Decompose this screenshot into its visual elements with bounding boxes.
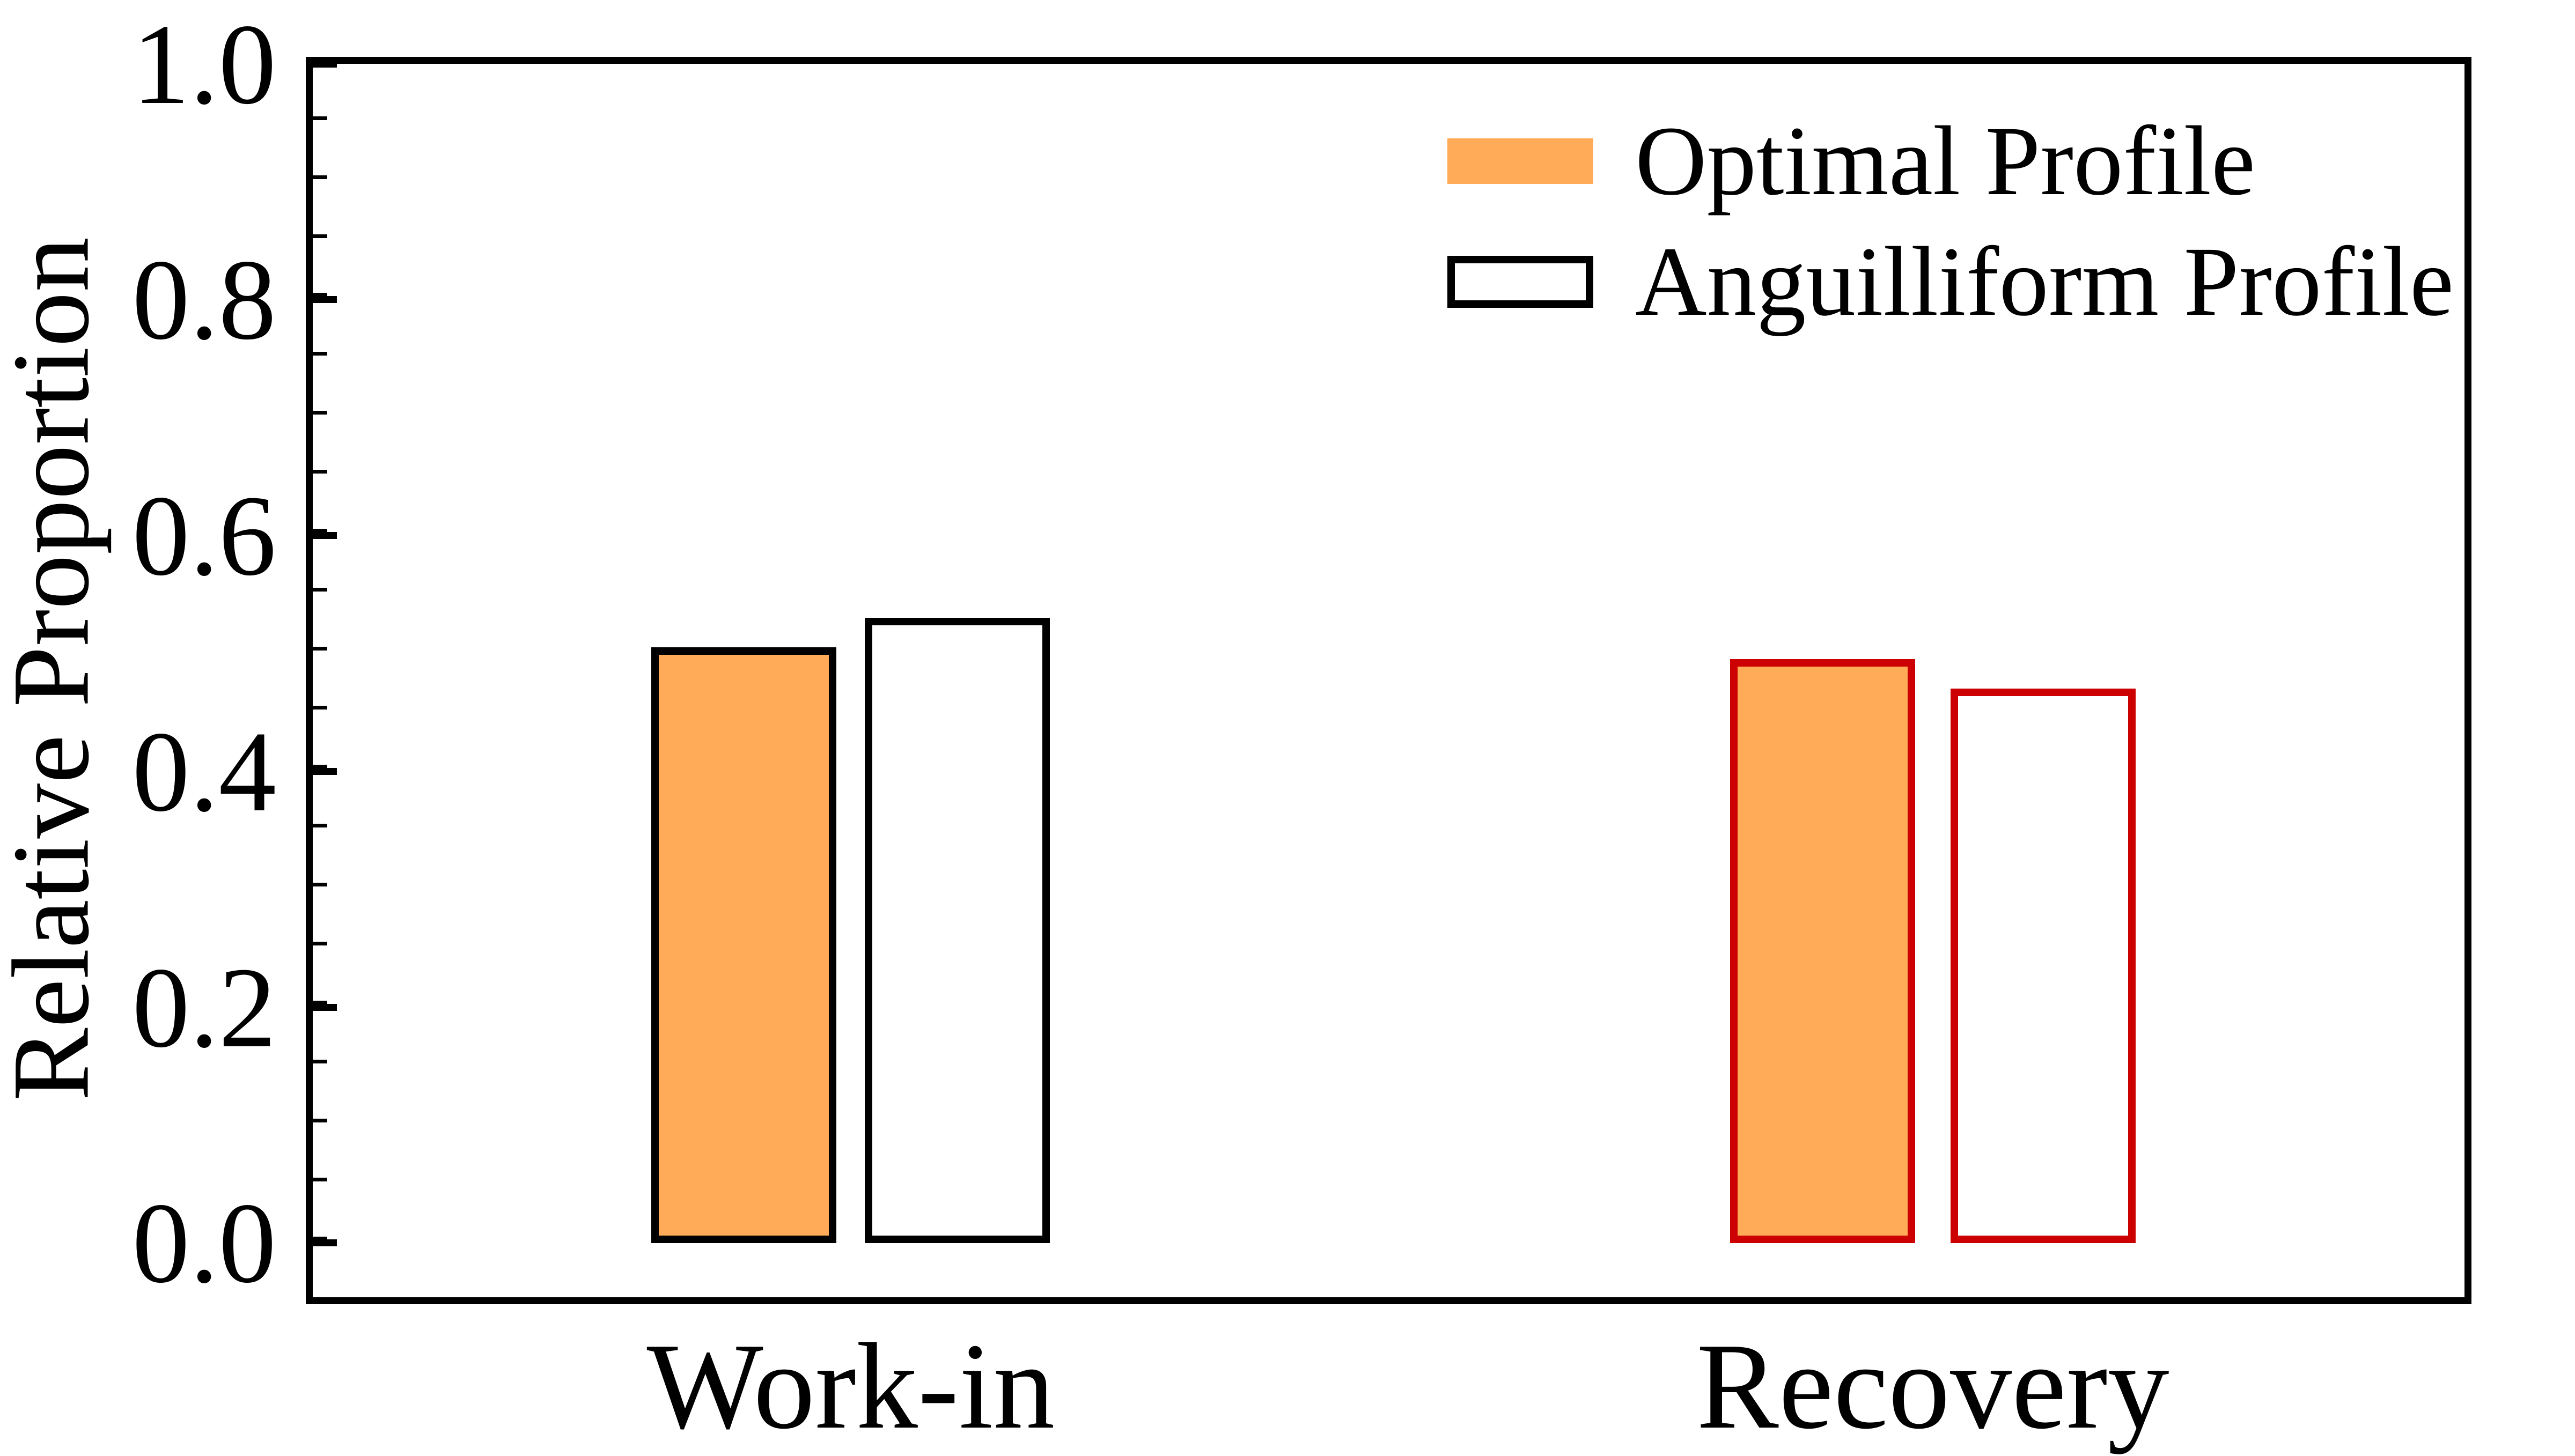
x-category-label-recovery: Recovery <box>1696 1318 2169 1454</box>
y-tick-label: 0.8 <box>132 235 276 364</box>
y-minor-tick <box>313 175 327 179</box>
y-axis-label: Relative Proportion <box>0 236 112 1102</box>
bar-work-in-optimal-profile <box>651 647 837 1243</box>
y-tick-label: 0.2 <box>132 943 276 1071</box>
y-minor-tick <box>313 588 327 592</box>
legend-label: Optimal Profile <box>1635 106 2256 216</box>
y-minor-tick <box>313 470 327 474</box>
y-tick-label: 0.4 <box>132 707 276 836</box>
y-major-tick <box>313 60 337 68</box>
legend-swatch-anguilliform-profile <box>1447 255 1593 308</box>
bar-work-in-anguilliform-profile <box>865 618 1050 1243</box>
x-category-label-work-in: Work-in <box>646 1318 1055 1454</box>
y-minor-tick <box>313 882 327 886</box>
y-minor-tick <box>313 941 327 945</box>
y-minor-tick <box>313 1000 327 1004</box>
y-tick-label: 0.0 <box>132 1179 276 1307</box>
y-tick-label: 0.6 <box>132 471 276 600</box>
legend-label: Anguilliform Profile <box>1635 226 2454 337</box>
y-minor-tick <box>313 1236 327 1240</box>
y-major-tick <box>313 532 337 539</box>
y-minor-tick <box>313 1118 327 1122</box>
y-tick-label: 1.0 <box>132 0 276 128</box>
y-minor-tick <box>313 352 327 356</box>
y-minor-tick <box>313 1177 327 1181</box>
y-minor-tick <box>313 765 327 769</box>
y-major-tick <box>313 296 337 304</box>
y-minor-tick <box>313 647 327 651</box>
y-minor-tick <box>313 823 327 827</box>
bar-recovery-optimal-profile <box>1730 659 1916 1243</box>
y-minor-tick <box>313 411 327 415</box>
y-minor-tick <box>313 293 327 297</box>
legend-entry-optimal-profile: Optimal Profile <box>1447 106 2256 216</box>
legend-swatch-optimal-profile <box>1447 138 1593 184</box>
y-minor-tick <box>313 234 327 238</box>
plot-area <box>306 57 2471 1304</box>
legend-entry-anguilliform-profile: Anguilliform Profile <box>1447 226 2454 337</box>
y-minor-tick <box>313 529 327 533</box>
y-major-tick <box>313 767 337 775</box>
y-minor-tick <box>313 1059 327 1063</box>
y-minor-tick <box>313 706 327 710</box>
bar-recovery-anguilliform-profile <box>1950 689 2136 1243</box>
y-minor-tick <box>313 116 327 120</box>
y-major-tick <box>313 1003 337 1011</box>
y-major-tick <box>313 1239 337 1247</box>
